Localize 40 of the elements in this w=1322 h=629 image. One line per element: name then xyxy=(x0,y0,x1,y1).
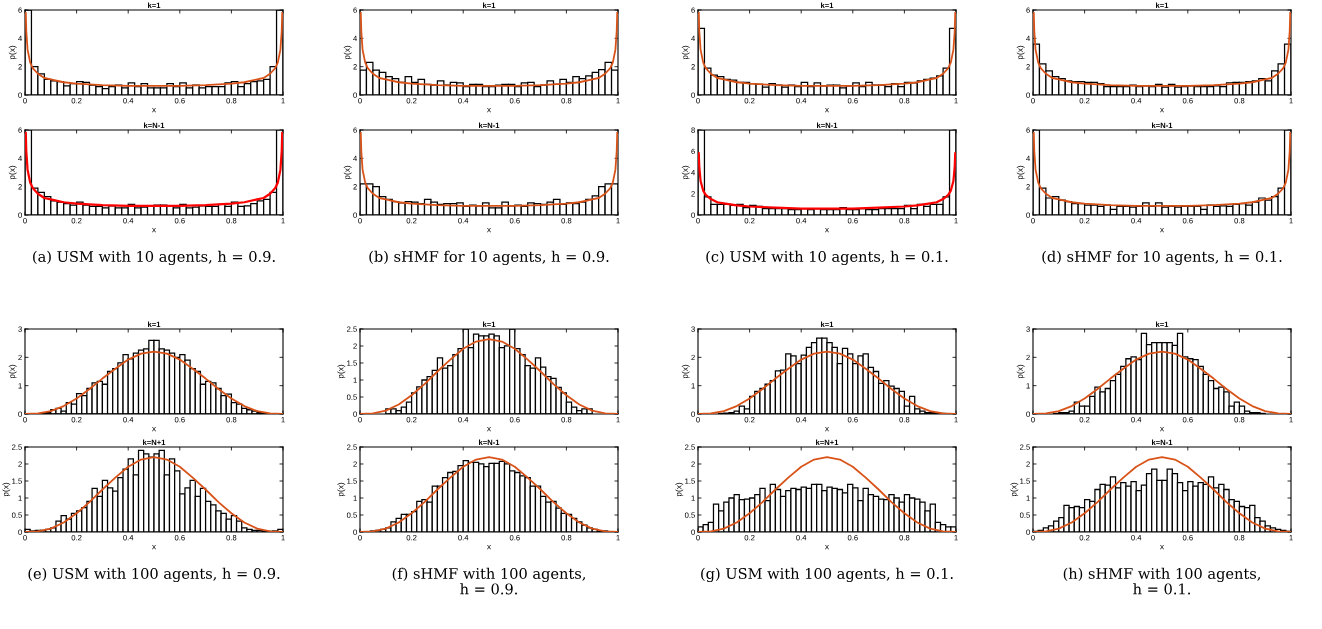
y-axis-title: p(x) xyxy=(337,364,346,379)
text: (b) sHMF for 10 agents, h = 0.9. xyxy=(369,250,609,266)
x-axis-title: x xyxy=(825,544,829,550)
x-axis-title: x xyxy=(152,227,156,233)
y-axis-title: p(x) xyxy=(681,364,690,379)
y-axis-title: p(x) xyxy=(675,482,684,497)
x-axis-title: x xyxy=(487,107,491,113)
x-axis-title: x xyxy=(152,426,156,432)
y-axis-title: p(x) xyxy=(681,165,690,180)
y-axis-title: p(x) xyxy=(343,165,352,180)
x-axis-title: x xyxy=(825,426,829,432)
text: (h) sHMF with 100 agents, h = 0.1. xyxy=(1063,567,1261,595)
x-axis-title: x xyxy=(487,426,491,432)
text: (e) USM with 100 agents, h = 0.9. xyxy=(28,567,280,583)
x-axis-title: x xyxy=(1160,544,1164,550)
x-axis-title: x xyxy=(152,544,156,550)
x-axis-title: x xyxy=(1160,107,1164,113)
text: (g) USM with 100 agents, h = 0.1. xyxy=(701,567,953,583)
y-axis-title: p(x) xyxy=(2,482,11,497)
y-axis-title: p(x) xyxy=(1010,482,1019,497)
y-axis-title: p(x) xyxy=(1016,45,1025,60)
text: (d) sHMF for 10 agents, h = 0.1. xyxy=(1042,250,1282,266)
x-axis-title: x xyxy=(487,227,491,233)
y-axis-title: p(x) xyxy=(1016,165,1025,180)
y-axis-title: p(x) xyxy=(8,45,17,60)
y-axis-title: p(x) xyxy=(8,165,17,180)
x-axis-title: x xyxy=(1160,227,1164,233)
y-axis-title: p(x) xyxy=(337,482,346,497)
text: (f) sHMF with 100 agents, h = 0.9. xyxy=(392,567,586,595)
y-axis-title: p(x) xyxy=(1016,364,1025,379)
x-axis-title: x xyxy=(825,107,829,113)
y-axis-title: p(x) xyxy=(8,364,17,379)
x-axis-title: x xyxy=(1160,426,1164,432)
x-axis-title: x xyxy=(825,227,829,233)
y-axis-title: p(x) xyxy=(681,45,690,60)
x-axis-title: x xyxy=(487,544,491,550)
text: (c) USM with 10 agents, h = 0.1. xyxy=(706,250,948,266)
y-axis-title: p(x) xyxy=(343,45,352,60)
x-axis-title: x xyxy=(152,107,156,113)
text: (a) USM with 10 agents, h = 0.9. xyxy=(33,250,275,266)
